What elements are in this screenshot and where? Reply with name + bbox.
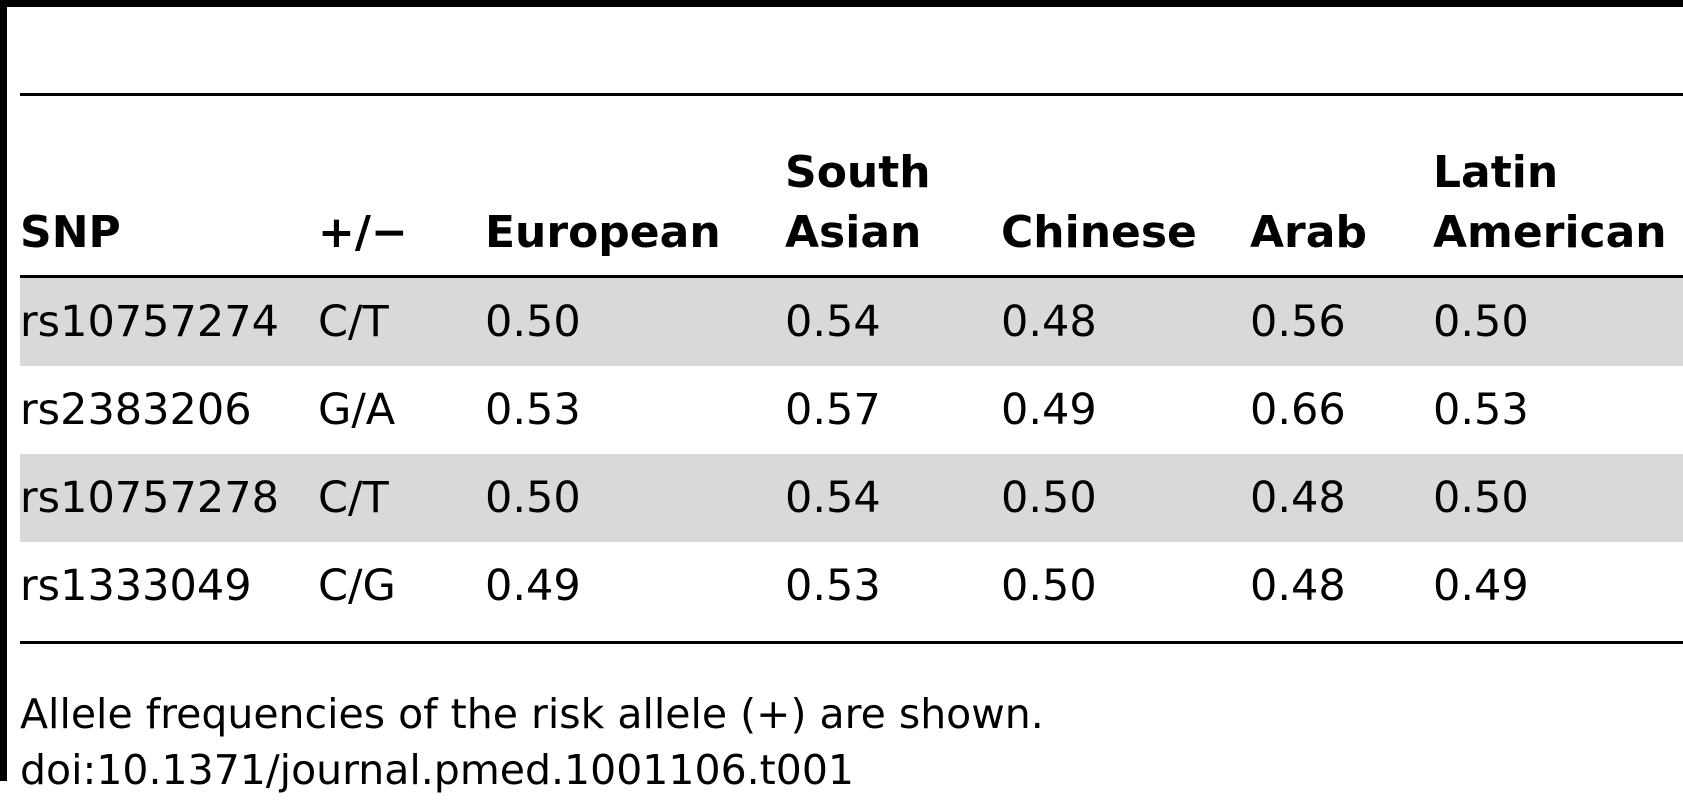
table-row: rs1333049 C/G 0.49 0.53 0.50 0.48 0.49 (20, 542, 1683, 630)
header-chinese: Chinese (1001, 207, 1197, 258)
cell-alleles: C/T (318, 297, 389, 347)
header-snp: SNP (20, 207, 121, 258)
cell-arab: 0.48 (1250, 473, 1346, 523)
cell-south-asian: 0.57 (785, 385, 881, 435)
header-european: European (485, 207, 721, 258)
table-row: rs10757278 C/T 0.50 0.54 0.50 0.48 0.50 (20, 454, 1683, 542)
header-latin-american: Latin American (1433, 147, 1667, 258)
cell-south-asian: 0.54 (785, 473, 881, 523)
cell-arab: 0.48 (1250, 561, 1346, 611)
top-border-rule (0, 0, 1683, 7)
cell-european: 0.53 (485, 385, 581, 435)
table-bottom-rule (20, 641, 1683, 644)
cell-snp: rs10757278 (20, 473, 279, 523)
header-south-asian: South Asian (785, 147, 931, 258)
header-risk-allele: +/− (318, 207, 408, 258)
header-arab: Arab (1250, 207, 1367, 258)
header-bottom-rule (20, 275, 1683, 278)
cell-latin-american: 0.50 (1433, 297, 1529, 347)
cell-snp: rs2383206 (20, 385, 252, 435)
cell-chinese: 0.48 (1001, 297, 1097, 347)
table-header-row: SNP +/− European South Asian Chinese Ara… (0, 96, 1683, 275)
cell-latin-american: 0.50 (1433, 473, 1529, 523)
table-doi: doi:10.1371/journal.pmed.1001106.t001 (20, 746, 855, 794)
cell-chinese: 0.49 (1001, 385, 1097, 435)
cell-european: 0.49 (485, 561, 581, 611)
cell-chinese: 0.50 (1001, 473, 1097, 523)
left-border-rule (0, 0, 7, 781)
cell-european: 0.50 (485, 473, 581, 523)
table-row: rs10757274 C/T 0.50 0.54 0.48 0.56 0.50 (20, 278, 1683, 366)
table-top-rule (20, 93, 1683, 96)
cell-south-asian: 0.54 (785, 297, 881, 347)
cell-alleles: C/T (318, 473, 389, 523)
cell-arab: 0.56 (1250, 297, 1346, 347)
cell-snp: rs1333049 (20, 561, 252, 611)
table-row: rs2383206 G/A 0.53 0.57 0.49 0.66 0.53 (20, 366, 1683, 454)
cell-latin-american: 0.49 (1433, 561, 1529, 611)
table-footnote: Allele frequencies of the risk allele (+… (20, 690, 1044, 738)
cell-european: 0.50 (485, 297, 581, 347)
cell-latin-american: 0.53 (1433, 385, 1529, 435)
cell-alleles: C/G (318, 561, 396, 611)
cell-arab: 0.66 (1250, 385, 1346, 435)
cell-chinese: 0.50 (1001, 561, 1097, 611)
cell-alleles: G/A (318, 385, 396, 435)
cell-snp: rs10757274 (20, 297, 279, 347)
cell-south-asian: 0.53 (785, 561, 881, 611)
